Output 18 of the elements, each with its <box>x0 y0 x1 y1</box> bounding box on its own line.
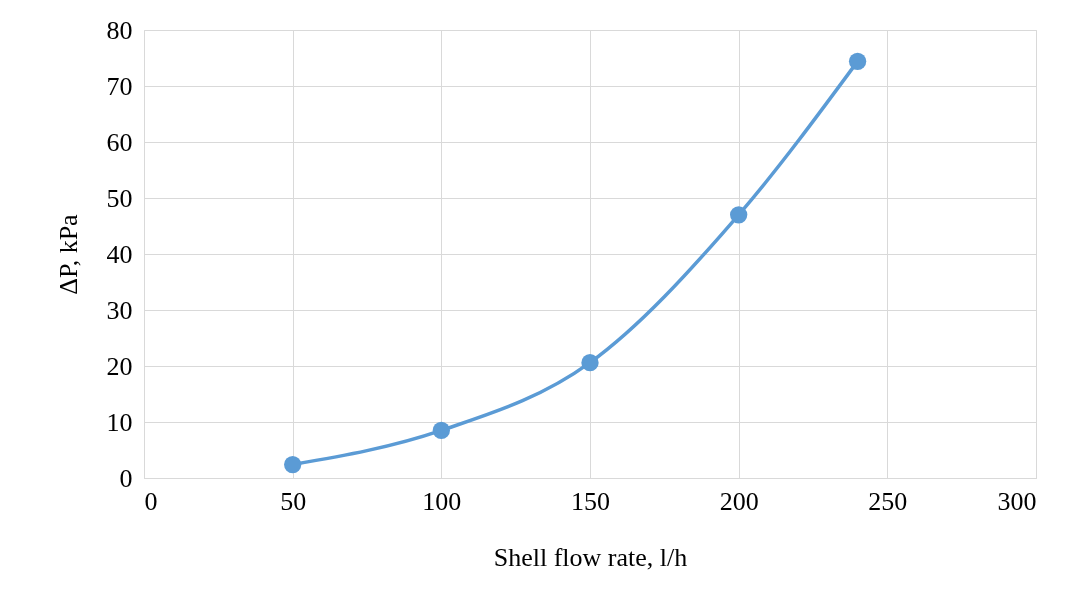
y-tick-label: 70 <box>106 71 133 101</box>
y-axis-title: ΔP, kPa <box>53 213 83 295</box>
y-tick-label: 30 <box>106 295 133 325</box>
y-tick-label: 0 <box>119 463 133 493</box>
x-tick-label: 150 <box>571 486 610 516</box>
x-tick-label: 200 <box>719 486 759 516</box>
x-tick-label: 100 <box>422 486 462 516</box>
x-tick-label: 50 <box>280 486 307 516</box>
x-axis-title: Shell flow rate, l/h <box>493 542 688 572</box>
y-tick-label: 60 <box>106 127 133 157</box>
x-tick-label: 0 <box>144 486 158 516</box>
x-tick-label: 300 <box>997 486 1037 516</box>
x-tick-label: 250 <box>868 486 908 516</box>
y-tick-label: 20 <box>106 351 133 381</box>
y-tick-label: 80 <box>106 15 133 45</box>
y-tick-label: 50 <box>106 183 133 213</box>
y-tick-label: 40 <box>106 239 133 269</box>
y-tick-label: 10 <box>106 407 133 437</box>
